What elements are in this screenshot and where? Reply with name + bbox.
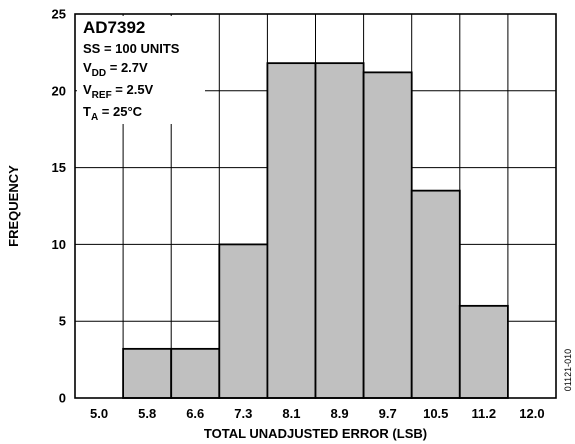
x-tick-label: 5.0: [90, 406, 108, 421]
x-tick-label: 8.1: [282, 406, 300, 421]
x-tick-label: 9.7: [379, 406, 397, 421]
x-tick-label: 6.6: [186, 406, 204, 421]
histogram-bar: [122, 347, 173, 399]
x-tick-label: 5.8: [138, 406, 156, 421]
legend-line: SS = 100 UNITS: [83, 41, 180, 56]
x-tick-label: 12.0: [519, 406, 544, 421]
y-tick-label: 0: [59, 391, 66, 406]
y-tick-labels: 0 5 10 15 20 25: [52, 7, 66, 406]
legend-line: VDD = 2.7V: [83, 60, 148, 79]
legend-line: TA = 25°C: [83, 104, 143, 123]
plot-frame: [74, 13, 557, 399]
histogram-bar: [266, 62, 317, 399]
y-tick-label: 10: [52, 237, 66, 252]
histogram-bar: [410, 189, 461, 399]
legend-box: AD7392 SS = 100 UNITS VDD = 2.7V VREF = 2.…: [77, 16, 205, 124]
histogram-bar: [314, 62, 365, 399]
x-tick-label: 7.3: [234, 406, 252, 421]
x-tick-labels: 5.0 5.8 6.6 7.3 8.1 8.9 9.7 10.5 11.2 12.0: [90, 406, 545, 421]
y-tick-label: 15: [52, 160, 66, 175]
histogram-bar: [362, 71, 413, 399]
legend-background: [77, 16, 205, 124]
legend-line: VREF = 2.5V: [83, 82, 154, 101]
histogram-bar: [458, 304, 509, 399]
x-axis-title: TOTAL UNADJUSTED ERROR (LSB): [204, 426, 427, 441]
y-tick-label: 5: [59, 314, 66, 329]
histogram-bar: [170, 347, 221, 399]
legend-lines: SS = 100 UNITS VDD = 2.7V VREF = 2.5V TA = …: [83, 41, 180, 123]
histogram-bar: [218, 243, 269, 399]
x-tick-label: 8.9: [331, 406, 349, 421]
y-tick-label: 20: [52, 83, 66, 98]
y-tick-label: 25: [52, 7, 66, 22]
legend-part-number: AD7392: [83, 18, 145, 37]
figure-id: 01121-010: [563, 349, 573, 391]
x-tick-label: 10.5: [423, 406, 448, 421]
x-tick-label: 11.2: [472, 406, 497, 421]
y-axis-title: FREQUENCY: [6, 165, 21, 247]
